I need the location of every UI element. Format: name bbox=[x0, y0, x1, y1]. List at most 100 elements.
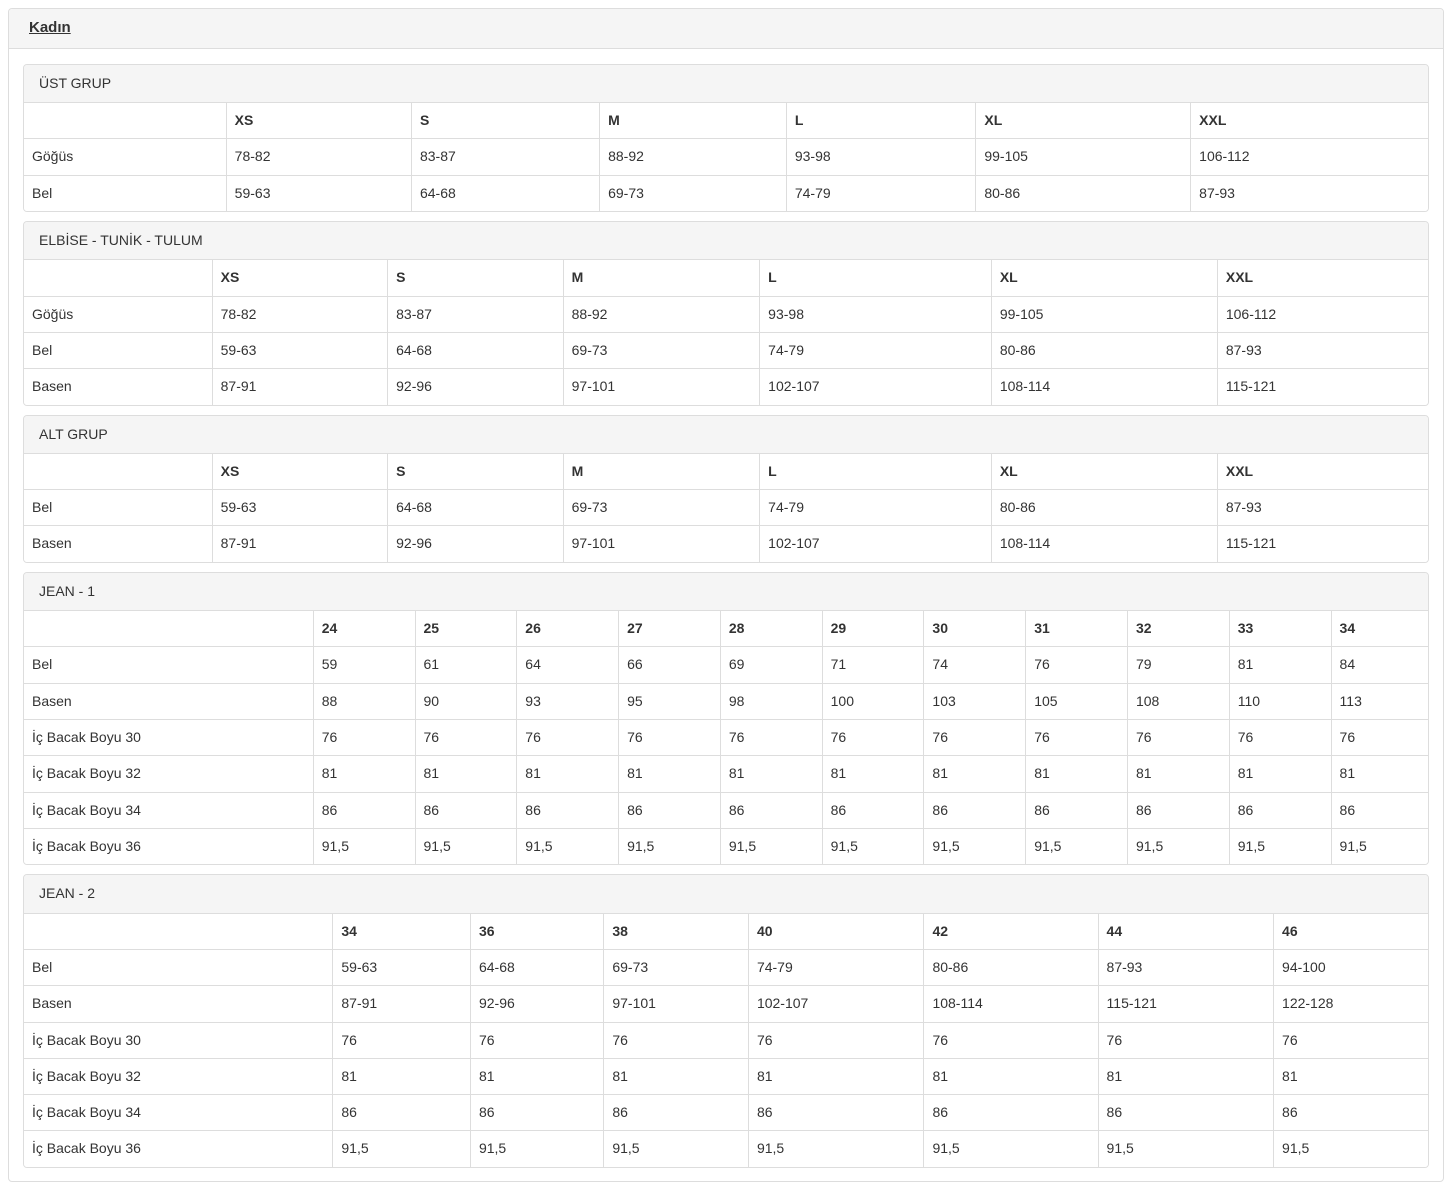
size-cell: 81 bbox=[821, 755, 925, 793]
size-cell: 86 bbox=[1025, 791, 1128, 829]
section-heading: ALT GRUP bbox=[24, 415, 1428, 454]
size-cell: 87-93 bbox=[1216, 489, 1428, 527]
section-heading: JEAN - 2 bbox=[24, 875, 1428, 914]
size-cell: 86 bbox=[516, 791, 620, 829]
column-header: 34 bbox=[1330, 611, 1428, 648]
size-cell: 69 bbox=[719, 646, 823, 684]
column-header: XL bbox=[990, 260, 1218, 297]
size-cell: 81 bbox=[1025, 755, 1128, 793]
size-cell: 86 bbox=[923, 1094, 1099, 1132]
row-label: Göğüs bbox=[24, 295, 213, 333]
size-cell: 91,5 bbox=[1025, 827, 1128, 865]
size-table: XS S M L XL XXL Göğüs 78-82 83-87 88-92 93-98 99-10… bbox=[24, 260, 1428, 405]
size-cell: 83-87 bbox=[410, 138, 601, 176]
row-label: İç Bacak Boyu 32 bbox=[24, 1057, 334, 1096]
size-cell: 99-105 bbox=[990, 295, 1218, 333]
row-label: İç Bacak Boyu 36 bbox=[24, 827, 314, 865]
size-cell: 74-79 bbox=[785, 174, 977, 211]
size-cell: 74 bbox=[923, 646, 1027, 684]
size-cell: 59-63 bbox=[225, 174, 412, 211]
table-row: İç Bacak Boyu 32 81 81 81 81 81 81 81 81 81 81 81 bbox=[24, 755, 1428, 793]
table-row: İç Bacak Boyu 30 76 76 76 76 76 76 76 bbox=[24, 1021, 1428, 1059]
size-cell: 87-91 bbox=[211, 368, 389, 405]
size-cell: 78-82 bbox=[211, 295, 389, 333]
row-label: İç Bacak Boyu 32 bbox=[24, 755, 314, 793]
size-cell: 87-93 bbox=[1097, 948, 1275, 987]
column-header: XS bbox=[211, 260, 389, 297]
size-cell: 106-112 bbox=[1190, 138, 1428, 176]
row-label: Basen bbox=[24, 368, 213, 405]
size-cell: 81 bbox=[1228, 646, 1332, 684]
table-row: Basen 87-91 92-96 97-101 102-107 108-114 115-1… bbox=[24, 525, 1428, 562]
size-cell: 61 bbox=[414, 646, 518, 684]
row-label: Basen bbox=[24, 682, 314, 721]
size-cell: 76 bbox=[1228, 718, 1332, 757]
column-header: 30 bbox=[923, 611, 1027, 648]
size-cell: 76 bbox=[312, 718, 416, 757]
size-cell: 97-101 bbox=[562, 368, 761, 405]
table-row: Bel 59 61 64 66 69 71 74 76 79 81 84 bbox=[24, 646, 1428, 684]
size-cell: 102-107 bbox=[759, 368, 992, 405]
table-row: İç Bacak Boyu 34 86 86 86 86 86 86 86 86 86 86 86 bbox=[24, 791, 1428, 829]
row-label: İç Bacak Boyu 30 bbox=[24, 1021, 334, 1059]
column-header: XXL bbox=[1190, 103, 1428, 140]
size-cell: 86 bbox=[821, 791, 925, 829]
size-cell: 86 bbox=[312, 791, 416, 829]
size-cell: 74-79 bbox=[747, 948, 925, 987]
size-cell: 91,5 bbox=[719, 827, 823, 865]
size-cell: 86 bbox=[332, 1094, 471, 1132]
section-heading: ÜST GRUP bbox=[24, 64, 1428, 103]
size-cell: 80-86 bbox=[990, 489, 1218, 527]
size-cell: 74-79 bbox=[759, 331, 992, 370]
column-header: 31 bbox=[1025, 611, 1128, 648]
size-cell: 81 bbox=[1097, 1057, 1275, 1096]
size-cell: 86 bbox=[747, 1094, 925, 1132]
row-label: Bel bbox=[24, 489, 213, 527]
size-cell: 88-92 bbox=[562, 295, 761, 333]
size-cell: 86 bbox=[923, 791, 1027, 829]
column-header: 25 bbox=[414, 611, 518, 648]
size-cell: 91,5 bbox=[821, 827, 925, 865]
row-label: Bel bbox=[24, 331, 213, 370]
size-table: 34 36 38 40 42 44 46 Bel 59-63 64-68 69-73 74-79 80-… bbox=[24, 913, 1428, 1167]
section-panel: ÜST GRUP XS S M L XL XXL Göğüs 78-82 83-87 88-92 93… bbox=[23, 63, 1429, 212]
size-cell: 81 bbox=[719, 755, 823, 793]
size-cell: 113 bbox=[1330, 682, 1428, 721]
size-cell: 74-79 bbox=[759, 489, 992, 527]
page-title[interactable]: Kadın bbox=[29, 19, 71, 36]
column-header bbox=[24, 913, 334, 950]
column-header: 28 bbox=[719, 611, 823, 648]
row-label: İç Bacak Boyu 30 bbox=[24, 718, 314, 757]
column-header: XL bbox=[975, 103, 1192, 140]
size-cell: 76 bbox=[1330, 718, 1428, 757]
size-cell: 86 bbox=[1273, 1094, 1428, 1132]
size-cell: 64 bbox=[516, 646, 620, 684]
size-cell: 79 bbox=[1126, 646, 1230, 684]
size-cell: 108-114 bbox=[923, 985, 1099, 1023]
size-cell: 102-107 bbox=[747, 985, 925, 1023]
size-cell: 86 bbox=[618, 791, 721, 829]
column-header: 40 bbox=[747, 913, 925, 950]
size-cell: 87-93 bbox=[1216, 331, 1428, 370]
size-cell: 76 bbox=[516, 718, 620, 757]
size-cell: 81 bbox=[747, 1057, 925, 1096]
size-cell: 81 bbox=[923, 755, 1027, 793]
size-table: XS S M L XL XXL Bel 59-63 64-68 69-73 74-79 80-86 87… bbox=[24, 453, 1428, 562]
row-label: Bel bbox=[24, 174, 227, 211]
size-cell: 91,5 bbox=[1228, 827, 1332, 865]
size-cell: 91,5 bbox=[312, 827, 416, 865]
column-header: XXL bbox=[1216, 260, 1428, 297]
size-cell: 108-114 bbox=[990, 368, 1218, 405]
size-cell: 99-105 bbox=[975, 138, 1192, 176]
table-row: Basen 87-91 92-96 97-101 102-107 108-114 115-1… bbox=[24, 368, 1428, 405]
column-header: S bbox=[387, 453, 564, 491]
size-cell: 64-68 bbox=[387, 489, 564, 527]
column-header: M bbox=[562, 453, 761, 491]
size-cell: 87-93 bbox=[1190, 174, 1428, 211]
column-header: M bbox=[562, 260, 761, 297]
size-cell: 91,5 bbox=[1273, 1130, 1428, 1167]
size-cell: 76 bbox=[923, 1021, 1099, 1059]
size-table: XS S M L XL XXL Göğüs 78-82 83-87 88-92 93-98 99-10… bbox=[24, 103, 1428, 211]
column-header: 46 bbox=[1273, 913, 1428, 950]
size-cell: 80-86 bbox=[990, 331, 1218, 370]
